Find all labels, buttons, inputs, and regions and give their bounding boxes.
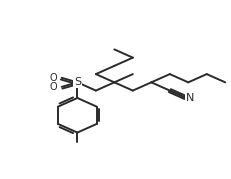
Text: S: S (74, 77, 81, 87)
Text: O: O (49, 73, 57, 83)
Text: N: N (185, 93, 194, 103)
Text: O: O (49, 82, 57, 92)
